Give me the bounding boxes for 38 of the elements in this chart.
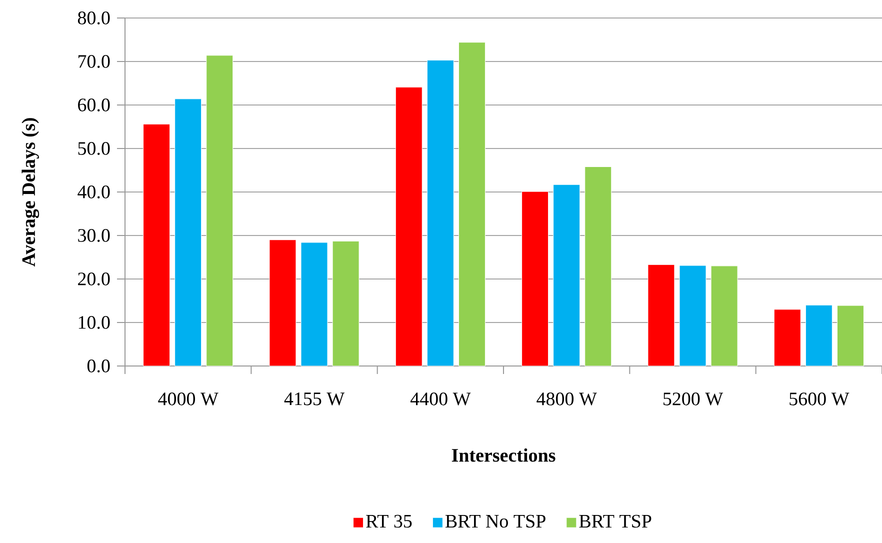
bar — [584, 166, 612, 366]
x-tick-label: 5600 W — [790, 392, 850, 406]
y-tick-label: 10.0 — [78, 316, 110, 329]
y-tick-label: 40.0 — [78, 186, 110, 198]
x-tick-label: 4000 W — [158, 392, 218, 406]
y-tick-label: 70.0 — [78, 55, 110, 68]
x-tick-label: 4400 W — [410, 392, 471, 406]
x-tick-label: 5200 W — [664, 392, 724, 406]
y-tick-label: 50.0 — [78, 142, 110, 155]
legend-label: BRT No TSP — [445, 514, 546, 528]
bar — [206, 55, 234, 366]
bar — [395, 86, 422, 366]
bar — [458, 42, 486, 366]
y-tick-label: 80.0 — [78, 12, 110, 24]
bar — [648, 264, 675, 366]
bar — [332, 240, 360, 366]
y-tick-label: 60.0 — [78, 98, 110, 112]
y-tick-label: 30.0 — [78, 229, 110, 242]
bar — [774, 309, 801, 366]
bar — [553, 184, 580, 366]
legend-label: BRT TSP — [579, 514, 652, 528]
bar — [836, 305, 864, 366]
bar — [426, 60, 454, 366]
bar — [710, 266, 738, 366]
bar — [300, 242, 328, 366]
bar — [269, 240, 296, 366]
x-axis-title: Intersections — [452, 448, 556, 462]
x-tick-label: 4155 W — [284, 392, 345, 406]
x-tick-label: 4800 W — [536, 392, 597, 406]
bar — [143, 124, 170, 366]
y-tick-label: 20.0 — [78, 272, 110, 286]
y-axis-title: Average Delays (s) — [22, 118, 40, 267]
bar — [522, 191, 549, 366]
legend-label: RT 35 — [366, 514, 412, 528]
y-tick-label: 0.0 — [87, 360, 110, 372]
bar — [805, 304, 832, 366]
bar — [679, 265, 706, 366]
bar — [174, 98, 202, 366]
